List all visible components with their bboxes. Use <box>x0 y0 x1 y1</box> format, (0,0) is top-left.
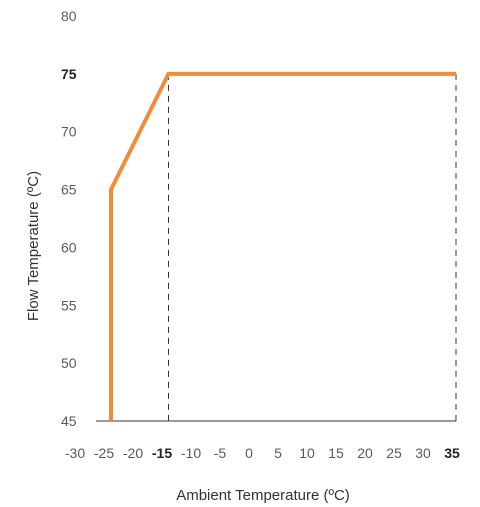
y-tick-label: 65 <box>61 182 77 198</box>
x-tick-label: 0 <box>245 445 253 461</box>
x-tick-label: 15 <box>328 445 344 461</box>
x-axis-title: Ambient Temperature (ºC) <box>176 487 350 504</box>
x-tick-label: 25 <box>386 445 402 461</box>
flow-temperature-series-line <box>109 71 456 421</box>
y-axis-ticks: 80 75 70 65 60 55 50 45 <box>61 8 77 429</box>
y-axis-title: Flow Temperature (ºC) <box>25 171 42 321</box>
x-tick-label: -5 <box>214 445 227 461</box>
x-tick-label: 35 <box>444 445 460 461</box>
y-tick-label: 70 <box>61 124 77 140</box>
reference-lines <box>168 73 457 421</box>
x-tick-label: 5 <box>274 445 282 461</box>
x-axis-ticks: -30 -25 -20 -15 -10 -5 0 5 10 15 20 25 30 35 <box>65 445 460 461</box>
y-tick-label: 60 <box>61 239 77 255</box>
y-tick-label: 45 <box>61 413 77 429</box>
x-tick-label: -15 <box>152 445 172 461</box>
x-tick-label: 30 <box>415 445 431 461</box>
y-tick-label: 50 <box>61 355 77 371</box>
x-tick-label: -20 <box>123 445 143 461</box>
x-tick-label: -10 <box>181 445 201 461</box>
x-tick-label: 20 <box>357 445 373 461</box>
x-tick-label: 10 <box>299 445 315 461</box>
x-tick-label: -25 <box>94 445 114 461</box>
x-tick-label: -30 <box>65 445 85 461</box>
y-tick-label: 55 <box>61 297 77 313</box>
y-tick-label: 80 <box>61 8 77 24</box>
y-tick-label: 75 <box>61 66 77 82</box>
